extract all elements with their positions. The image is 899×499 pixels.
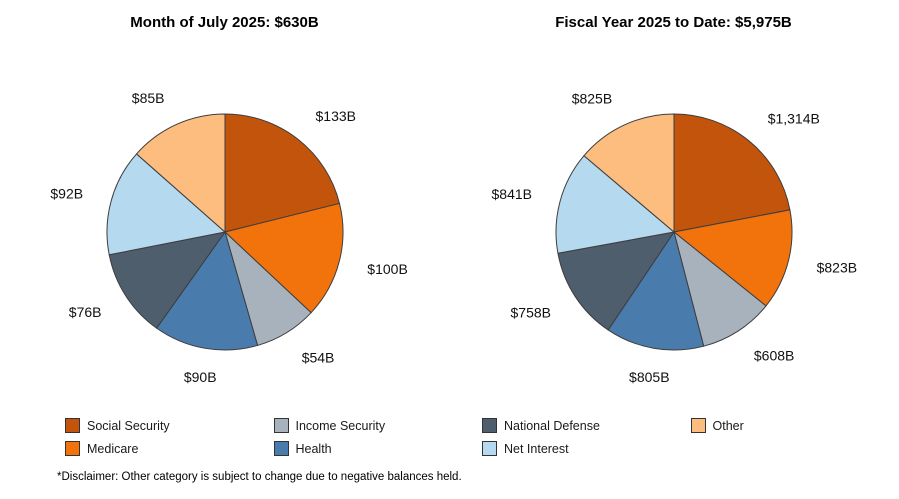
legend-swatch xyxy=(690,418,706,433)
disclaimer-text: *Disclaimer: Other category is subject t… xyxy=(57,471,462,483)
slice-value-label: $100B xyxy=(367,261,407,277)
pie-slice-health xyxy=(155,230,258,351)
pie-slice-social-security xyxy=(224,113,340,233)
pie-slice-other xyxy=(135,113,225,234)
legend-item-health: Health xyxy=(273,440,483,457)
pie-slice-national-defense xyxy=(108,231,226,329)
legend-item-medicare: Medicare xyxy=(65,440,274,457)
slice-value-label: $54B xyxy=(301,349,334,365)
pie-slice-medicare xyxy=(672,209,792,307)
legend-label: Social Security xyxy=(87,418,170,433)
spending-pie-dashboard: Month of July 2025: $630B $133B $100B $54B… xyxy=(0,0,899,483)
slice-value-label: $76B xyxy=(68,304,101,320)
slice-value-label: $608B xyxy=(753,347,793,363)
legend-swatch xyxy=(65,418,80,433)
pie-slice-health xyxy=(606,230,704,351)
pie-chart-month: Month of July 2025: $630B $133B $100B $54B… xyxy=(0,0,449,415)
legend-label: Other xyxy=(712,418,744,433)
legend-column: National Defense Net Interest xyxy=(482,417,691,463)
legend-swatch xyxy=(273,441,289,456)
legend-swatch xyxy=(65,441,80,456)
pie-slice-social-security xyxy=(673,113,790,233)
pie-slice-other xyxy=(582,113,674,234)
slice-value-label: $841B xyxy=(491,186,531,202)
pie-slice-income-security xyxy=(672,230,767,347)
legend-swatch xyxy=(482,441,497,456)
slice-value-label: $825B xyxy=(571,91,611,107)
pie-slice-national-defense xyxy=(556,231,675,331)
pie-slice-net-interest xyxy=(106,153,226,256)
pie-chart-fiscal-year: Fiscal Year 2025 to Date: $5,975B $1,314… xyxy=(449,0,898,415)
chart-title-fiscal-year: Fiscal Year 2025 to Date: $5,975B xyxy=(555,14,792,31)
slice-value-label: $92B xyxy=(50,186,83,202)
legend-item-income-security: Income Security xyxy=(273,417,483,434)
slice-value-label: $823B xyxy=(816,260,856,276)
legend-label: Income Security xyxy=(295,418,386,433)
legend-column: Other xyxy=(690,417,899,463)
slice-value-label: $758B xyxy=(510,305,550,321)
legend-item-other: Other xyxy=(690,417,899,434)
legend-column: Social Security Medicare xyxy=(65,417,274,463)
pie-svg-month: $133B $100B $54B $90B $76B $92B $85B xyxy=(50,90,407,385)
slice-value-label: $1,314B xyxy=(767,111,819,127)
legend-column: Income Security Health xyxy=(273,417,483,463)
pie-slice-net-interest xyxy=(555,154,675,254)
chart-title-month: Month of July 2025: $630B xyxy=(130,14,319,31)
legend-item-social-security: Social Security xyxy=(65,417,274,434)
legend-swatch xyxy=(273,418,289,433)
legend-label: National Defense xyxy=(504,418,600,433)
pie-charts-row: Month of July 2025: $630B $133B $100B $54B… xyxy=(0,0,898,415)
legend-item-net-interest: Net Interest xyxy=(482,440,691,457)
legend-label: Health xyxy=(295,441,332,456)
legend-label: Medicare xyxy=(87,441,139,456)
legend-swatch xyxy=(482,418,497,433)
slice-value-label: $90B xyxy=(183,369,216,385)
pie-svg-fiscal-year: $1,314B $823B $608B $805B $758B $841B $825B xyxy=(491,91,857,385)
pie-slice-medicare xyxy=(223,202,343,314)
legend: Social Security Medicare Income Security He… xyxy=(0,417,899,463)
slice-value-label: $85B xyxy=(131,90,164,106)
legend-label: Net Interest xyxy=(504,441,569,456)
slice-value-label: $805B xyxy=(629,369,669,385)
slice-value-label: $133B xyxy=(315,108,355,124)
legend-item-national-defense: National Defense xyxy=(482,417,691,434)
